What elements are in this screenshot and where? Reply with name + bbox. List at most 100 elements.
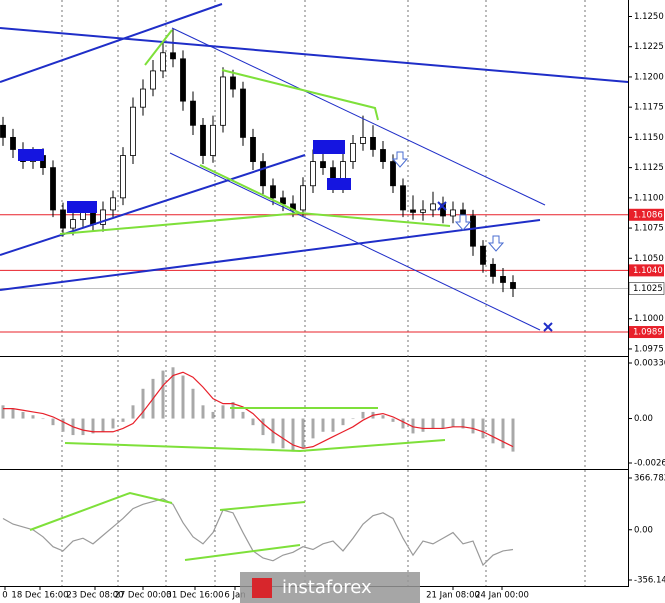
x-tick-label: 31 Dec 16:00 — [166, 591, 223, 601]
macd-bar — [331, 418, 335, 432]
macd-bar — [21, 411, 25, 419]
trend-line — [0, 219, 541, 291]
divergence-line — [219, 501, 306, 511]
candle-body — [0, 124, 6, 138]
y-tick-label: 1.1100 — [634, 193, 664, 203]
candle-body — [70, 219, 76, 229]
macd-bar — [511, 418, 515, 452]
cross-mark — [437, 201, 447, 211]
trend-line — [0, 3, 223, 83]
candle-body — [160, 52, 166, 72]
watermark: instaforex — [282, 577, 372, 598]
macd-bar — [51, 418, 55, 426]
channel-line — [171, 27, 546, 206]
macd-bar — [211, 411, 215, 419]
macd-bar — [261, 418, 265, 436]
candle-body — [410, 209, 416, 213]
macd-bar — [171, 367, 175, 419]
channel-line — [169, 152, 541, 331]
frame — [0, 0, 629, 587]
x-tick-label: 21 Jan 08:00 — [426, 591, 480, 601]
divergence-line — [199, 164, 301, 214]
candle-body — [260, 161, 266, 187]
candle-body — [490, 263, 496, 277]
divergence-line — [144, 29, 173, 66]
candle-body — [80, 211, 86, 221]
candle-body — [170, 52, 176, 60]
macd-bar — [421, 418, 425, 432]
candle-body — [50, 167, 56, 211]
macd-bar — [11, 408, 15, 419]
candle-body — [140, 88, 146, 108]
y-tick-label: 1.1150 — [634, 133, 664, 143]
macd-bar — [361, 411, 365, 419]
macd-bar — [461, 418, 465, 429]
macd-bar — [351, 418, 355, 420]
y-tick-label: 0.00 — [634, 414, 653, 424]
macd-bar — [481, 418, 485, 439]
macd-bar — [31, 415, 35, 419]
cross-mark — [543, 322, 553, 332]
candle-body — [240, 88, 246, 138]
candle-body — [350, 143, 356, 162]
y-tick-label: 1.1075 — [634, 224, 664, 234]
candle-body — [500, 276, 506, 283]
y-tick-label: 0.00336 — [634, 359, 665, 369]
y-tick-label: -356.145 — [634, 576, 665, 586]
macd-bar — [101, 418, 105, 432]
macd-bar — [411, 418, 415, 434]
macd-bar — [451, 418, 455, 427]
macd-bar — [311, 418, 315, 439]
candle-body — [300, 185, 306, 211]
zone-box — [327, 178, 351, 190]
macd-bar — [501, 418, 505, 449]
macd-bar — [201, 405, 205, 419]
x-tick-label: 18 Dec 16:00 — [11, 591, 68, 601]
candle-body — [510, 282, 516, 289]
candle-body — [210, 124, 216, 156]
candle-body — [100, 209, 106, 225]
macd-bar — [441, 418, 445, 429]
macd-bar — [81, 418, 85, 436]
candle-body — [320, 161, 326, 169]
trend-line — [0, 27, 629, 83]
level-label-box — [629, 326, 664, 339]
candle-body — [220, 76, 226, 126]
candle-body — [200, 124, 206, 156]
macd-bar — [291, 418, 295, 452]
macd-bar — [431, 418, 435, 429]
macd-bar — [391, 418, 395, 422]
macd-bar — [121, 418, 125, 422]
candle-body — [400, 185, 406, 211]
zone-box — [18, 149, 44, 161]
candle-body — [250, 136, 256, 162]
candle-body — [120, 155, 126, 199]
candle-body — [390, 161, 396, 187]
x-tick-label: 0 — [2, 591, 7, 601]
macd-bar — [41, 418, 45, 420]
drawings — [0, 3, 629, 561]
y-tick-label: 1.1125 — [634, 163, 664, 173]
current-price-box — [628, 282, 665, 295]
macd-bar — [281, 418, 285, 449]
candle-body — [10, 136, 16, 150]
macd-bar — [111, 418, 115, 429]
x-tick-label: 23 Dec 08:00 — [66, 591, 123, 601]
y-tick-label: -0.00269 — [634, 459, 665, 469]
zone-box — [313, 140, 345, 154]
x-tick-label: 24 Jan 00:00 — [475, 591, 529, 601]
y-tick-label: 0.00 — [634, 525, 653, 535]
current-price-label: 1.1025 — [633, 284, 663, 294]
candle-body — [230, 76, 236, 90]
y-tick-label: 1.1175 — [634, 103, 664, 113]
macd-bar — [191, 388, 195, 419]
x-tick-label: 6 Jan — [224, 591, 245, 601]
macd-bar — [141, 388, 145, 419]
macd-bar — [251, 418, 255, 426]
x-tick-label: 27 Dec 00:00 — [114, 591, 171, 601]
candle-body — [380, 149, 386, 162]
macd-bar — [341, 418, 345, 426]
candle-body — [150, 70, 156, 90]
